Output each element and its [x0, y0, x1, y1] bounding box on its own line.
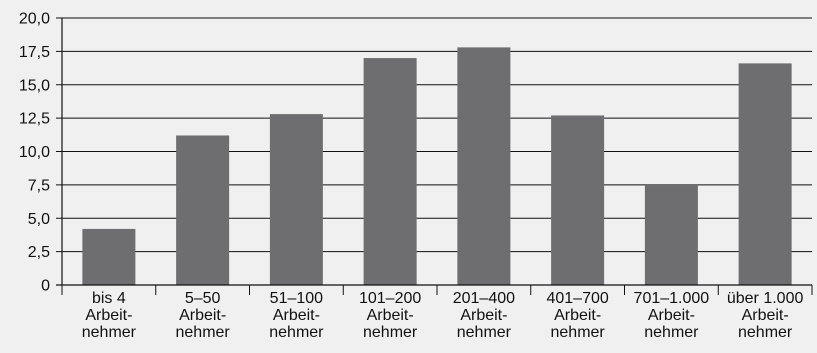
x-tick-label-3-line-1: Arbeit- — [367, 307, 414, 324]
x-tick-label-0-line-0: bis 4 — [92, 290, 126, 307]
x-tick-label-2-line-0: 51–100 — [270, 290, 323, 307]
bar-5 — [551, 115, 605, 285]
y-tick-label-4: 10,0 — [19, 144, 50, 161]
x-tick-label-7-line-0: über 1.000 — [727, 290, 804, 307]
y-tick-label-1: 2,5 — [28, 244, 50, 261]
x-tick-label-5-line-2: nehmer — [551, 324, 606, 341]
x-tick-label-4-line-0: 201–400 — [453, 290, 515, 307]
x-tick-label-3-line-2: nehmer — [363, 324, 418, 341]
x-tick-label-6-line-2: nehmer — [644, 324, 699, 341]
y-tick-label-7: 17,5 — [19, 44, 50, 61]
x-tick-label-7-line-2: nehmer — [738, 324, 793, 341]
x-tick-label-7: über 1.000 Arbeit-nehmer — [727, 290, 804, 341]
x-tick-label-2-line-1: Arbeit- — [273, 307, 320, 324]
x-tick-label-3-line-0: 101–200 — [359, 290, 421, 307]
x-tick-label-4: 201–400 Arbeit-nehmer — [453, 290, 515, 341]
bar-3 — [363, 58, 417, 285]
bar-2 — [269, 114, 323, 286]
y-tick-label-2: 5,0 — [28, 211, 50, 228]
bar-series — [82, 47, 792, 286]
gridlines — [62, 17, 812, 253]
x-tick-label-0: bis 4 Arbeit-nehmer — [82, 290, 137, 341]
y-tick-label-5: 12,5 — [19, 111, 50, 128]
y-tick-label-3: 7,5 — [28, 177, 50, 194]
x-tick-label-7-line-1: Arbeit- — [742, 307, 789, 324]
x-tick-label-6-line-1: Arbeit- — [648, 307, 695, 324]
bar-6 — [644, 184, 698, 285]
bar-7 — [738, 63, 792, 285]
x-tick-label-2-line-2: nehmer — [269, 324, 324, 341]
x-tick-label-5: 401–700 Arbeit-nehmer — [546, 290, 608, 341]
x-tick-label-3: 101–200 Arbeit-nehmer — [359, 290, 421, 341]
y-axis-ticks: 0 2,5 5,0 7,5 10,0 12,5 15,0 17,5 20,0 — [19, 11, 62, 295]
x-tick-label-2: 51–100 Arbeit-nehmer — [269, 290, 324, 341]
x-tick-label-0-line-2: nehmer — [82, 324, 137, 341]
x-tick-label-4-line-2: nehmer — [457, 324, 512, 341]
y-tick-label-8: 20,0 — [19, 11, 50, 28]
x-tick-label-5-line-0: 401–700 — [546, 290, 608, 307]
x-tick-label-1-line-2: nehmer — [176, 324, 231, 341]
x-tick-label-1-line-1: Arbeit- — [179, 307, 226, 324]
x-tick-label-6-line-0: 701–1.000 — [634, 290, 710, 307]
x-tick-label-1: 5–50 Arbeit-nehmer — [176, 290, 231, 341]
y-tick-label-6: 15,0 — [19, 77, 50, 94]
y-tick-label-0: 0 — [41, 278, 50, 295]
bar-0 — [82, 228, 136, 285]
x-tick-label-4-line-1: Arbeit- — [460, 307, 507, 324]
x-tick-label-1-line-0: 5–50 — [185, 290, 221, 307]
x-tick-label-6: 701–1.000 Arbeit-nehmer — [634, 290, 710, 341]
x-tick-label-5-line-1: Arbeit- — [554, 307, 601, 324]
x-tick-label-0-line-1: Arbeit- — [85, 307, 132, 324]
bar-4 — [457, 47, 511, 286]
bar-1 — [176, 135, 230, 285]
